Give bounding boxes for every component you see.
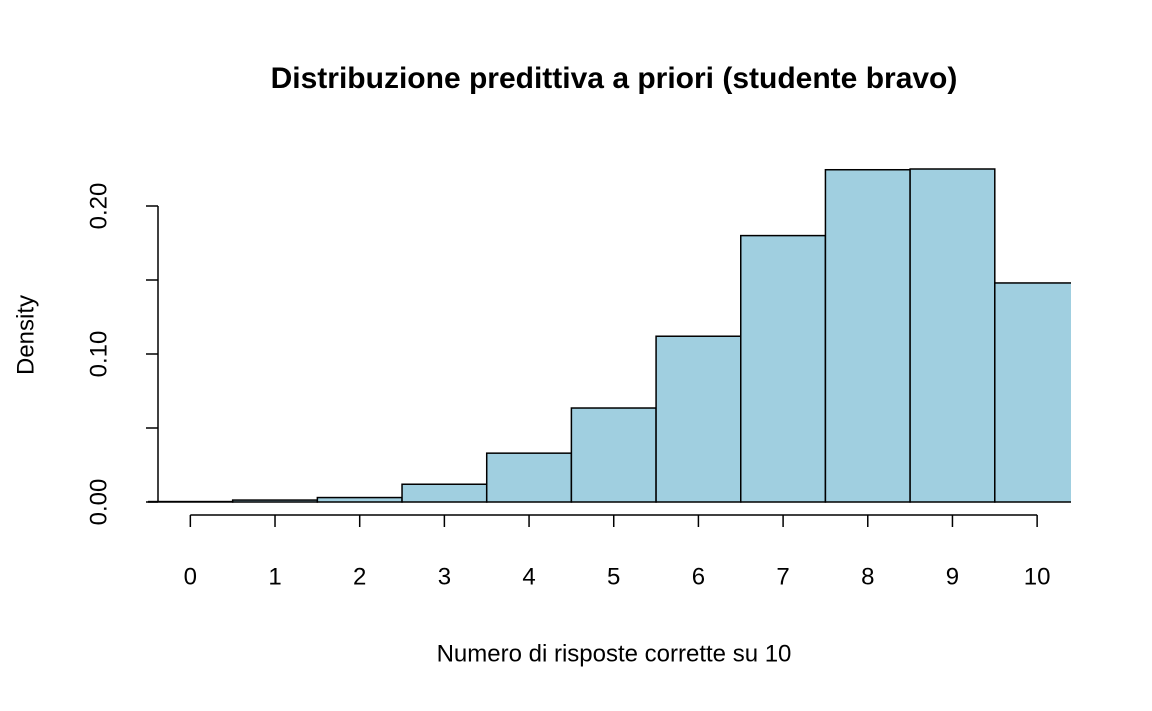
y-tick-label: 0.20 bbox=[85, 183, 112, 230]
x-tick-label: 4 bbox=[522, 563, 535, 590]
x-axis-label: Numero di risposte corrette su 10 bbox=[437, 640, 792, 667]
y-tick-label: 0.10 bbox=[85, 331, 112, 378]
x-tick-label: 1 bbox=[268, 563, 281, 590]
chart-title: Distribuzione predittiva a priori (stude… bbox=[271, 62, 958, 95]
x-tick-label: 2 bbox=[353, 563, 366, 590]
bar bbox=[655, 335, 742, 503]
bar bbox=[909, 168, 996, 503]
bar bbox=[316, 496, 403, 503]
y-tick-label: 0.00 bbox=[85, 479, 112, 526]
x-tick-label: 3 bbox=[438, 563, 451, 590]
bar bbox=[231, 499, 319, 503]
x-tick-label: 7 bbox=[776, 563, 789, 590]
bar bbox=[740, 234, 827, 503]
x-tick-label: 8 bbox=[861, 563, 874, 590]
bar bbox=[994, 282, 1071, 503]
x-tick-label: 9 bbox=[946, 563, 959, 590]
bar bbox=[824, 168, 911, 503]
bar bbox=[485, 452, 573, 503]
bars bbox=[148, 168, 1071, 503]
x-tick-label: 10 bbox=[1024, 563, 1051, 590]
y-axis-label: Density bbox=[12, 295, 39, 375]
bar bbox=[401, 483, 488, 503]
x-tick-label: 6 bbox=[692, 563, 705, 590]
bar bbox=[570, 407, 657, 503]
x-tick-label: 5 bbox=[607, 563, 620, 590]
x-tick-label: 0 bbox=[184, 563, 197, 590]
